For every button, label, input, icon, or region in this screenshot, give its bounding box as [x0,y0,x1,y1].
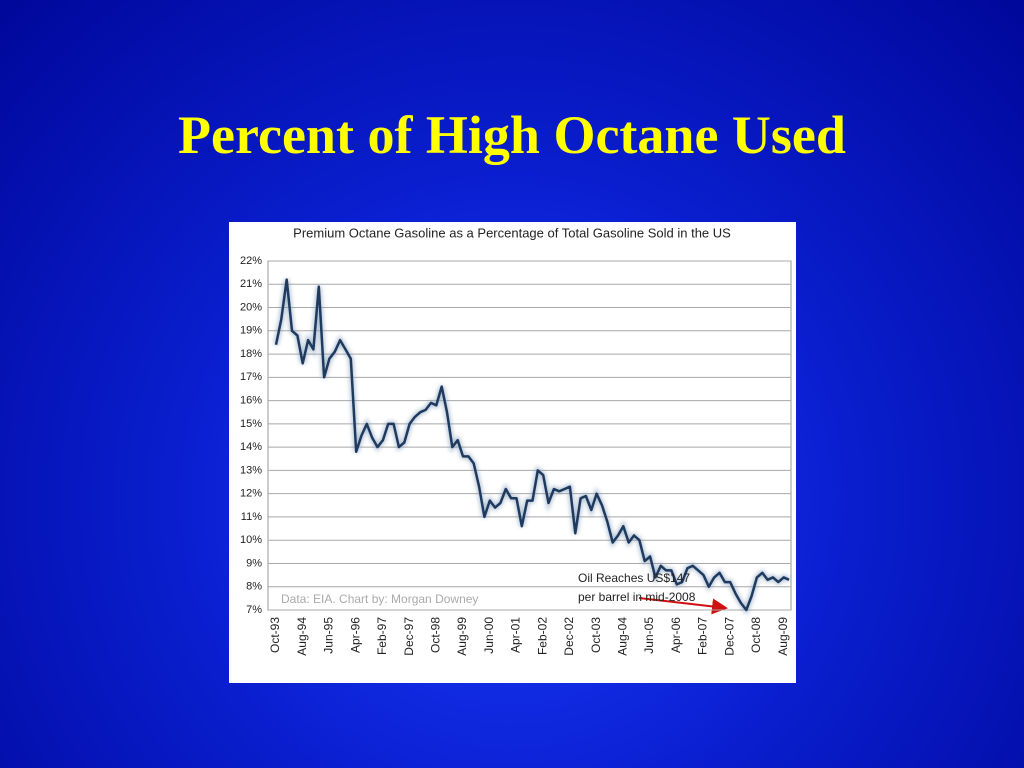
chart-title: Premium Octane Gasoline as a Percentage … [293,225,731,240]
x-tick-label: Oct-08 [749,617,763,653]
source-note: Data: EIA. Chart by: Morgan Downey [281,592,478,606]
y-tick-label: 12% [240,488,262,500]
x-tick-label: Aug-09 [776,617,790,656]
y-tick-label: 22% [240,255,262,267]
x-tick-label: Dec-02 [562,617,576,656]
x-tick-label: Jun-00 [482,617,496,654]
y-tick-label: 14% [240,441,262,453]
y-tick-label: 18% [240,348,262,360]
x-tick-label: Aug-04 [616,617,630,656]
y-tick-label: 9% [246,557,262,569]
y-tick-label: 13% [240,464,262,476]
chart: Premium Octane Gasoline as a Percentage … [229,222,796,683]
y-tick-label: 16% [240,395,262,407]
x-tick-label: Jun-05 [642,617,656,654]
x-tick-label: Oct-98 [428,617,442,653]
x-tick-label: Feb-02 [535,617,549,655]
y-tick-label: 19% [240,325,262,337]
y-tick-label: 20% [240,301,262,313]
y-tick-label: 15% [240,418,262,430]
x-tick-label: Dec-07 [722,617,736,656]
x-tick-label: Feb-07 [696,617,710,655]
annotation-arrow [638,597,728,615]
x-tick-label: Apr-06 [669,617,683,653]
y-tick-label: 8% [246,581,262,593]
chart-background [229,222,796,683]
y-tick-label: 7% [246,604,262,616]
x-tick-label: Dec-97 [402,617,416,656]
x-tick-label: Apr-01 [509,617,523,653]
x-tick-label: Aug-94 [295,617,309,656]
x-tick-label: Feb-97 [375,617,389,655]
x-tick-label: Oct-93 [268,617,282,653]
line [274,278,790,612]
annotation: Oil Reaches US$147 [578,571,690,585]
y-tick-label: 17% [240,371,262,383]
x-tick-label: Jun-95 [322,617,336,654]
x-tick-label: Aug-99 [455,617,469,656]
y-tick-label: 10% [240,534,262,546]
slide-title: Percent of High Octane Used [178,105,846,165]
x-tick-label: Apr-96 [348,617,362,653]
y-tick-label: 11% [241,511,262,523]
x-tick-label: Oct-03 [589,617,603,653]
annotation: per barrel in mid-2008 [578,590,696,604]
y-tick-label: 21% [240,278,262,290]
